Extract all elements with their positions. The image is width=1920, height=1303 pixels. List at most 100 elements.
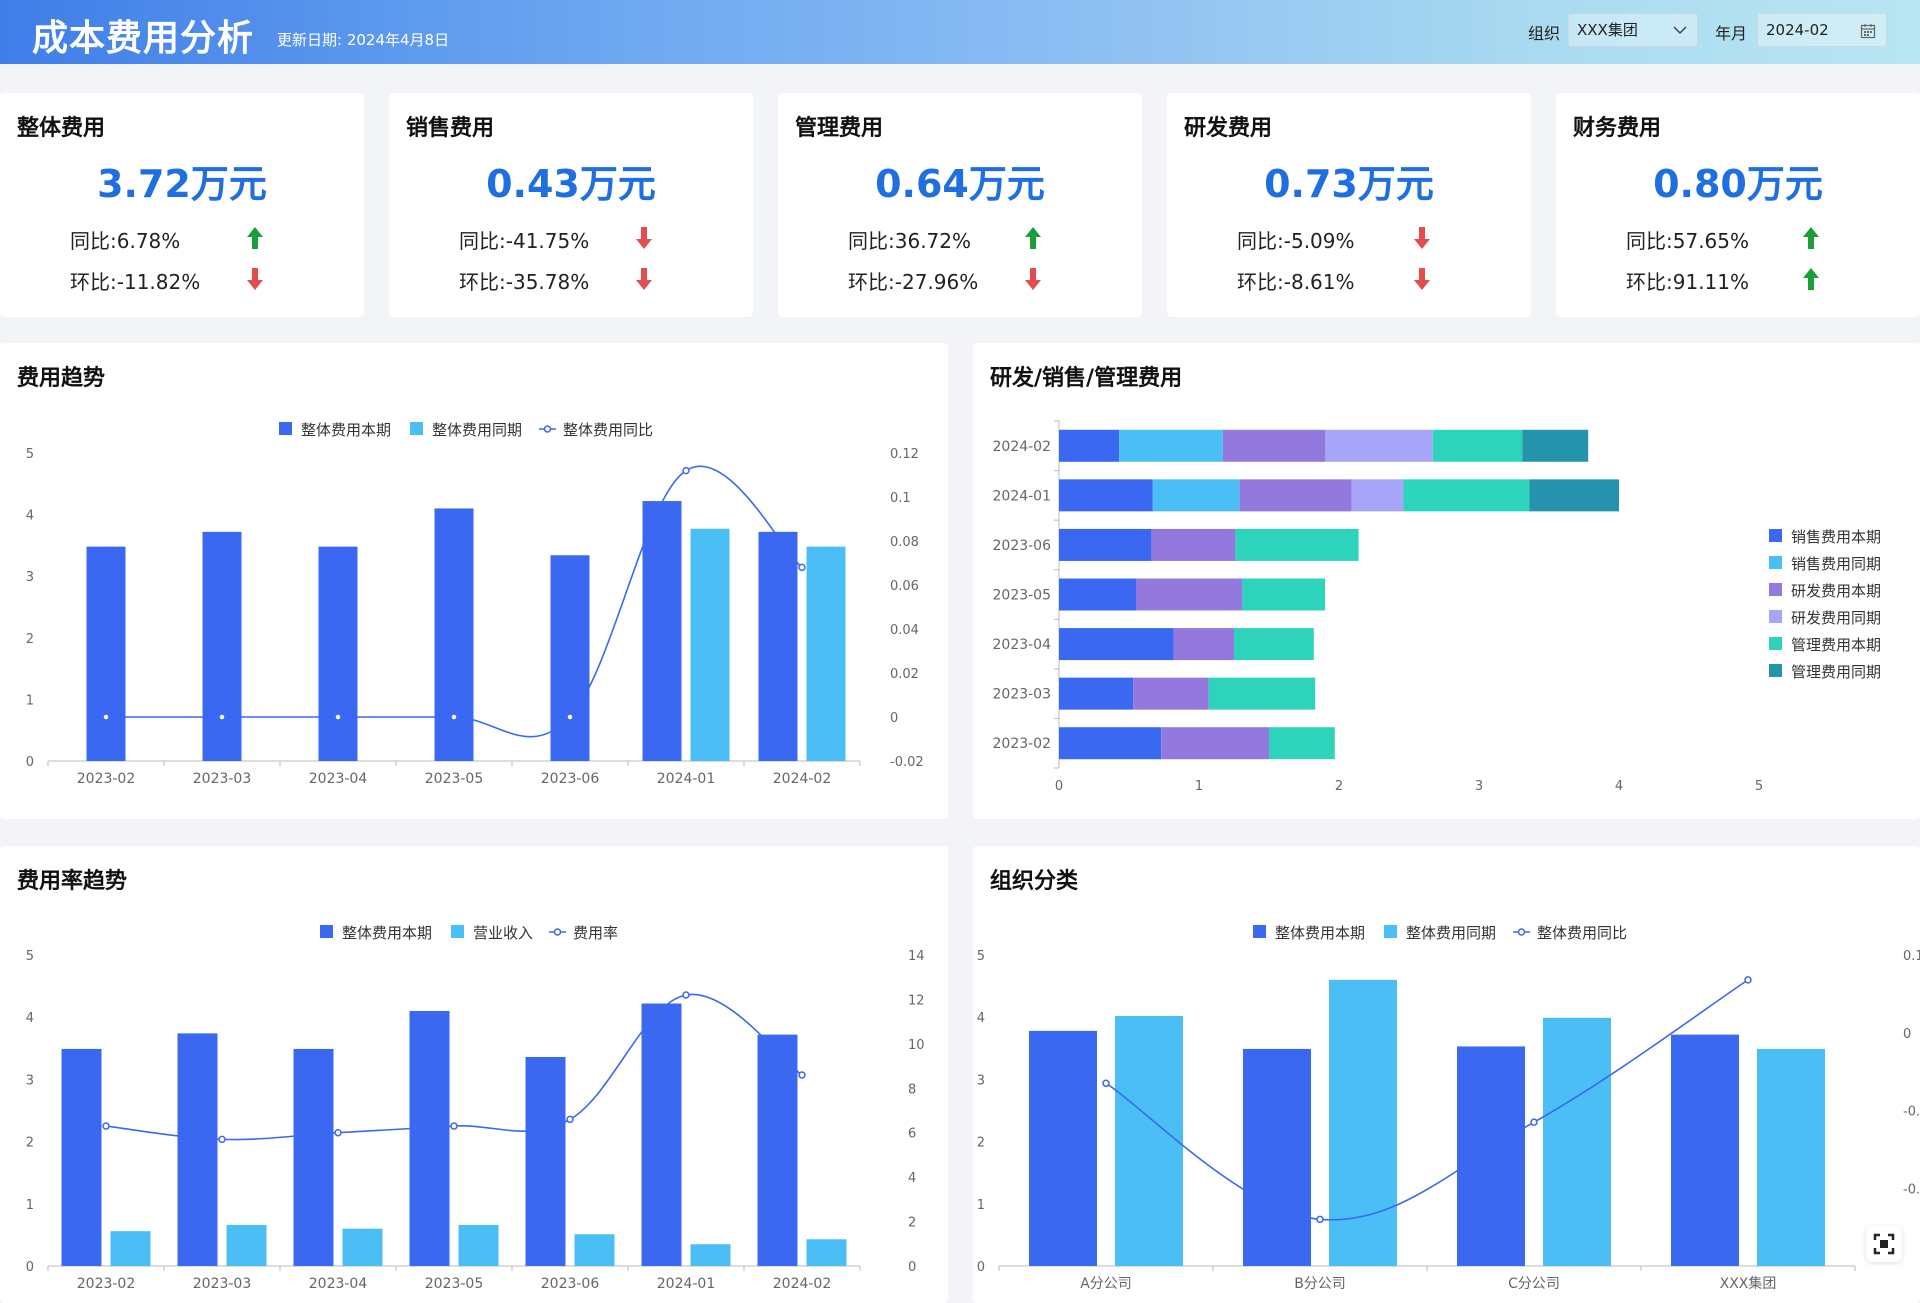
y-tick-label: 4 [26, 1011, 34, 1026]
legend-label: 费用率 [573, 924, 618, 942]
arrow-down-icon [1025, 268, 1041, 290]
arrow-up-icon [1803, 268, 1819, 290]
period-select[interactable]: 2024-02 [1757, 13, 1887, 47]
bar [690, 528, 730, 761]
bar-segment [1152, 479, 1240, 512]
legend-label: 整体费用本期 [342, 924, 432, 942]
legend-item[interactable]: 研发费用同期 [1769, 609, 1881, 627]
bar [1757, 1048, 1825, 1266]
legend-label: 研发费用同期 [1791, 609, 1881, 627]
legend-item[interactable]: 整体费用同期 [1384, 924, 1496, 942]
kpi-title: 销售费用 [406, 116, 495, 141]
legend-item[interactable]: 管理费用同期 [1769, 663, 1881, 681]
line-point [566, 713, 574, 721]
line-point [682, 466, 690, 475]
update-date: 更新日期: 2024年4月8日 [277, 31, 450, 49]
bar [409, 1010, 450, 1266]
kpi-mom: 环比:-27.96% [848, 270, 979, 294]
legend-item[interactable]: 整体费用同比 [1513, 924, 1627, 942]
arrow-down-icon [1414, 268, 1430, 290]
legend-item[interactable]: 销售费用本期 [1769, 528, 1881, 546]
legend-item[interactable]: 整体费用同比 [539, 421, 653, 439]
bar-segment [1059, 727, 1162, 760]
x-tick-label: 2024-01 [657, 771, 716, 787]
x-tick-label: C分公司 [1508, 1276, 1560, 1292]
bar [806, 546, 846, 761]
legend-label: 营业收入 [473, 924, 533, 942]
bar-segment [1242, 578, 1325, 611]
line-point [450, 1122, 458, 1130]
kpi-card: 销售费用 0.43万元 同比:-41.75% 环比:-35.78% [389, 93, 753, 317]
x-tick-label: 5 [1755, 779, 1763, 794]
bar [1329, 979, 1397, 1266]
legend-item[interactable]: 整体费用本期 [279, 421, 391, 439]
x-tick-label: 0 [1055, 779, 1063, 794]
legend-label: 整体费用本期 [1275, 924, 1365, 942]
line-point [1316, 1215, 1324, 1224]
y-tick-label: 2 [26, 1136, 34, 1151]
calendar-icon [1860, 24, 1876, 39]
bar [202, 531, 242, 761]
line-point [682, 991, 690, 999]
legend-label: 整体费用同比 [563, 421, 653, 439]
y-tick-label: 5 [26, 447, 34, 462]
bar-segment [1059, 677, 1134, 710]
x-tick-label: XXX集团 [1720, 1275, 1777, 1292]
bar-segment [1325, 429, 1433, 462]
legend-item[interactable]: 费用率 [549, 924, 618, 942]
legend-item[interactable]: 销售费用同期 [1769, 555, 1881, 573]
stack-chart: 0 1 2 3 4 5 2024-02 2024-01 2023-06 2023-05 2023-0… [993, 420, 1881, 794]
legend-item[interactable]: 管理费用本期 [1769, 636, 1881, 654]
fullscreen-icon [1873, 1233, 1895, 1255]
line-point [218, 1135, 226, 1144]
org-select[interactable]: XXX集团 [1568, 13, 1698, 47]
kpi-yoy: 同比:-5.09% [1237, 229, 1355, 253]
legend-item[interactable]: 营业收入 [451, 924, 533, 942]
legend-item[interactable]: 整体费用同期 [410, 421, 522, 439]
bar-segment [1059, 628, 1174, 661]
bar-segment [1133, 677, 1209, 710]
legend-item[interactable]: 整体费用本期 [1253, 924, 1365, 942]
arrow-down-icon [636, 227, 652, 249]
y-tick-label: 0 [26, 755, 34, 770]
y-tick-label: 2 [977, 1136, 985, 1151]
bar-segment [1119, 429, 1223, 462]
bar-segment [1234, 628, 1314, 661]
chevron-down-icon [1673, 26, 1687, 35]
y-tick-label: 1 [26, 693, 34, 708]
bar-segment [1059, 479, 1153, 512]
legend-label: 研发费用本期 [1791, 582, 1881, 600]
bar-segment [1403, 479, 1530, 512]
kpi-yoy: 同比:57.65% [1626, 229, 1750, 253]
legend-item[interactable]: 整体费用本期 [320, 924, 432, 942]
line-point [1744, 976, 1752, 984]
legend-item[interactable]: 研发费用本期 [1769, 582, 1881, 600]
kpi-card: 财务费用 0.80万元 同比:57.65% 环比:91.11% [1556, 93, 1920, 317]
kpi-title: 整体费用 [17, 116, 106, 141]
legend-label: 销售费用同期 [1791, 555, 1881, 573]
y2-tick-label: 4 [908, 1171, 916, 1186]
x-tick-label: 2023-02 [77, 771, 136, 787]
fullscreen-button[interactable] [1866, 1226, 1902, 1262]
line-point [450, 713, 458, 721]
kpi-yoy: 同比:36.72% [848, 229, 972, 253]
y-tick-label: 5 [26, 949, 34, 964]
legend-label: 整体费用同期 [1406, 924, 1496, 942]
bar [1543, 1017, 1611, 1266]
kpi-yoy: 同比:-41.75% [459, 229, 590, 253]
line-point [218, 713, 226, 721]
bar [550, 555, 590, 761]
kpi-title: 研发费用 [1184, 116, 1273, 141]
kpi-card: 管理费用 0.64万元 同比:36.72% 环比:-27.96% [778, 93, 1142, 317]
legend-label: 整体费用同期 [432, 421, 522, 439]
bar-segment [1173, 628, 1234, 661]
y-tick-label: 2023-04 [993, 637, 1052, 653]
x-tick-label: 2023-06 [541, 1276, 600, 1292]
bar [342, 1228, 383, 1266]
y2-tick-label: 0.12 [890, 447, 919, 462]
bar-segment [1432, 429, 1523, 462]
bar [226, 1224, 267, 1266]
bar [574, 1234, 615, 1266]
y-tick-label: 3 [26, 570, 34, 585]
